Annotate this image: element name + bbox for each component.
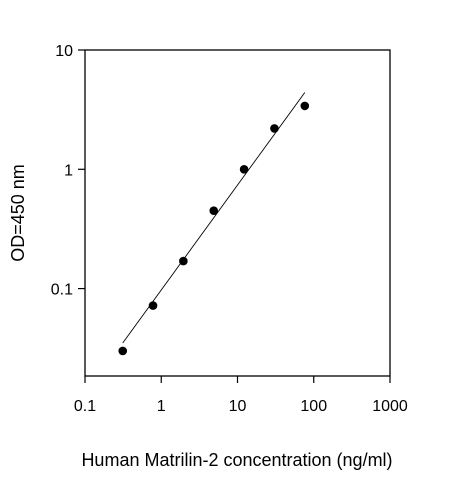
x-axis-ticks: 0.1 1 10 100 1000 [74,376,408,415]
x-tick-label: 0.1 [74,398,96,415]
y-axis-title: OD=450 nm [8,164,28,262]
y-axis-ticks: 0.1 1 10 [51,43,85,299]
x-tick-label: 1000 [372,398,408,415]
x-tick-label: 100 [300,398,327,415]
plot-frame [84,49,391,377]
x-axis-title: Human Matrilin-2 concentration (ng/ml) [81,450,392,470]
y-tick-label: 10 [55,43,73,60]
data-point [300,101,310,111]
data-points [118,101,310,356]
data-point [179,256,188,266]
data-point [118,346,128,356]
data-point [239,164,249,174]
data-point [270,124,279,133]
y-tick-label: 0.1 [51,282,73,299]
data-point [148,301,158,310]
fit-line-group [122,92,306,344]
x-tick-label: 1 [157,398,166,415]
data-point [209,206,219,215]
fit-line [122,92,306,344]
y-tick-label: 1 [64,162,73,179]
x-tick-label: 10 [229,398,247,415]
